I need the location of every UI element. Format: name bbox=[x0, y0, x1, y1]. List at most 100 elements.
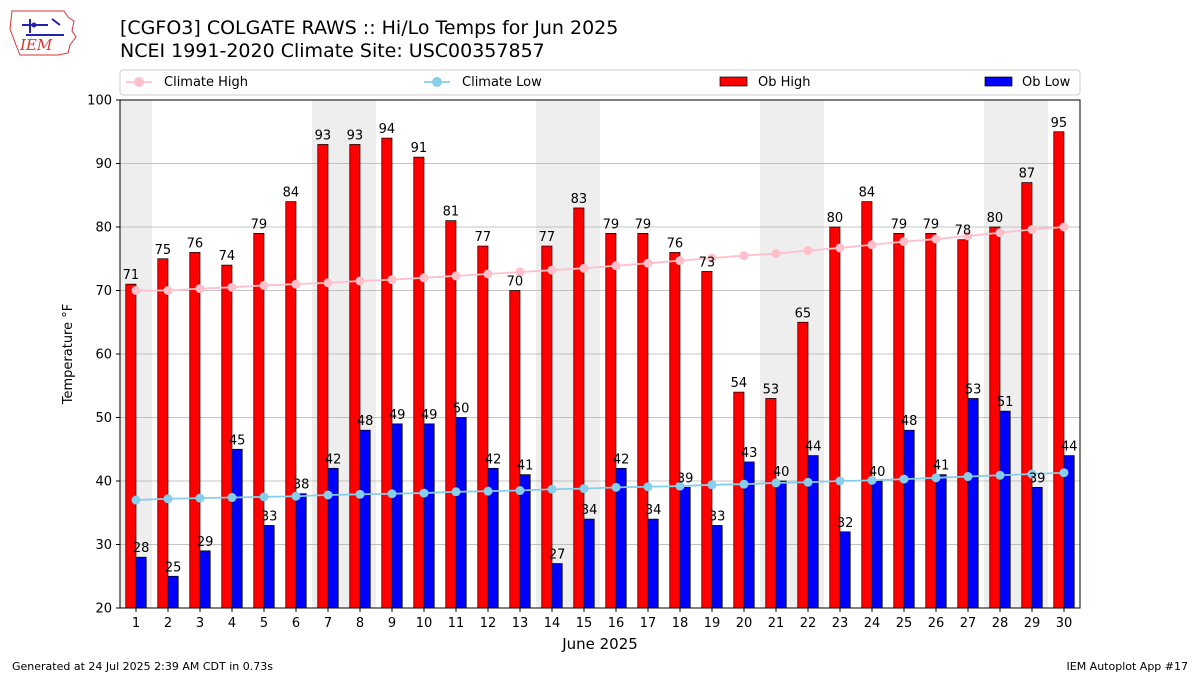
x-tick-label: 27 bbox=[960, 616, 977, 631]
climate-low-point bbox=[131, 495, 141, 505]
legend-climate-low-marker bbox=[432, 77, 442, 87]
ob-high-label: 83 bbox=[571, 192, 588, 207]
ob-low-bar bbox=[935, 474, 947, 609]
climate-low-point bbox=[739, 479, 749, 489]
ob-high-bar bbox=[605, 233, 617, 609]
ob-low-label: 34 bbox=[581, 503, 598, 518]
ob-low-label: 34 bbox=[645, 503, 662, 518]
ob-high-bar bbox=[317, 144, 329, 609]
ob-high-bar bbox=[701, 271, 713, 609]
legend: Climate High Climate Low Ob High Ob Low bbox=[119, 69, 1081, 96]
legend-frame bbox=[119, 69, 1081, 96]
ob-low-bar bbox=[839, 531, 851, 609]
climate-high-point bbox=[771, 249, 781, 259]
ob-low-label: 50 bbox=[453, 402, 470, 417]
x-tick-label: 12 bbox=[480, 616, 497, 631]
legend-ob-low-swatch bbox=[984, 76, 1013, 87]
ob-low-bar bbox=[327, 467, 339, 609]
climate-low-point bbox=[323, 490, 333, 500]
climate-high-point bbox=[419, 273, 429, 283]
x-tick-label: 7 bbox=[324, 616, 332, 631]
ob-high-label: 93 bbox=[315, 128, 332, 143]
climate-high-point bbox=[195, 284, 205, 294]
climate-high-point bbox=[675, 256, 685, 266]
climate-low-point bbox=[931, 473, 941, 483]
climate-low-point bbox=[547, 484, 557, 494]
x-tick-label: 13 bbox=[512, 616, 529, 631]
climate-high-point bbox=[515, 267, 525, 277]
ob-low-label: 38 bbox=[293, 478, 310, 493]
climate-high-point bbox=[835, 243, 845, 253]
footer-generated: Generated at 24 Jul 2025 2:39 AM CDT in … bbox=[12, 660, 273, 673]
climate-low-point bbox=[355, 489, 365, 499]
ob-high-label: 79 bbox=[891, 217, 908, 232]
legend-climate-low-label: Climate Low bbox=[462, 75, 542, 90]
x-axis-label: June 2025 bbox=[561, 635, 638, 653]
climate-high-point bbox=[867, 240, 877, 250]
climate-low-point bbox=[387, 489, 397, 499]
iem-logo: IEM bbox=[9, 10, 77, 56]
climate-high-point bbox=[803, 245, 813, 255]
ob-low-label: 39 bbox=[1029, 471, 1046, 486]
ob-high-bar bbox=[1053, 131, 1065, 609]
climate-low-point bbox=[259, 492, 269, 502]
climate-low-point bbox=[899, 474, 909, 484]
climate-low-point bbox=[227, 493, 237, 503]
ob-low-label: 41 bbox=[517, 459, 534, 474]
ob-low-label: 42 bbox=[485, 452, 502, 467]
x-tick-label: 1 bbox=[132, 616, 140, 631]
ob-low-bar bbox=[167, 575, 179, 609]
ob-low-bar bbox=[231, 448, 243, 609]
ob-high-label: 77 bbox=[475, 230, 492, 245]
climate-high-point bbox=[739, 251, 749, 261]
x-tick-label: 25 bbox=[896, 616, 913, 631]
ob-high-bar bbox=[797, 321, 809, 609]
ob-low-bar bbox=[263, 525, 275, 609]
x-tick-label: 21 bbox=[768, 616, 785, 631]
climate-low-point bbox=[419, 488, 429, 498]
ob-high-bar bbox=[125, 283, 137, 609]
climate-high-point bbox=[643, 258, 653, 268]
bars bbox=[125, 131, 1075, 609]
climate-high-point bbox=[995, 228, 1005, 238]
ob-high-label: 84 bbox=[283, 186, 300, 201]
ob-low-label: 32 bbox=[837, 516, 854, 531]
ob-low-label: 49 bbox=[421, 408, 438, 423]
climate-high-point bbox=[387, 275, 397, 285]
x-tick-label: 14 bbox=[544, 616, 561, 631]
ob-low-bar bbox=[391, 423, 403, 609]
y-tick-label: 20 bbox=[95, 602, 112, 617]
x-tick-label: 22 bbox=[800, 616, 817, 631]
ob-high-label: 93 bbox=[347, 128, 364, 143]
ob-low-bar bbox=[423, 423, 435, 609]
ob-high-label: 75 bbox=[155, 243, 172, 258]
ob-high-label: 79 bbox=[603, 217, 620, 232]
climate-low-point bbox=[291, 491, 301, 501]
ob-high-label: 70 bbox=[507, 275, 524, 290]
ob-low-bar bbox=[199, 550, 211, 609]
ob-low-bar bbox=[999, 410, 1011, 609]
ob-low-label: 42 bbox=[325, 452, 342, 467]
ob-high-label: 79 bbox=[923, 217, 940, 232]
ob-high-label: 79 bbox=[635, 217, 652, 232]
ob-high-label: 80 bbox=[827, 211, 844, 226]
climate-low-point bbox=[675, 481, 685, 491]
ob-low-bar bbox=[1031, 487, 1043, 609]
climate-high-point bbox=[163, 286, 173, 295]
x-tick-label: 15 bbox=[576, 616, 593, 631]
y-axis-label: Temperature °F bbox=[61, 304, 76, 405]
climate-low-point bbox=[579, 484, 589, 494]
legend-ob-high-label: Ob High bbox=[758, 75, 811, 90]
ob-low-label: 44 bbox=[1061, 440, 1078, 455]
climate-high-point bbox=[963, 231, 973, 241]
x-tick-label: 30 bbox=[1056, 616, 1073, 631]
chart-title: [CGFO3] COLGATE RAWS :: Hi/Lo Temps for … bbox=[120, 17, 619, 39]
ob-low-label: 42 bbox=[613, 452, 630, 467]
ob-low-label: 39 bbox=[677, 471, 694, 486]
chart-subtitle: NCEI 1991-2020 Climate Site: USC00357857 bbox=[120, 40, 545, 62]
ob-low-bar bbox=[295, 493, 307, 609]
ob-low-label: 33 bbox=[261, 509, 278, 524]
x-tick-label: 10 bbox=[416, 616, 433, 631]
legend-ob-high-swatch bbox=[719, 76, 748, 87]
